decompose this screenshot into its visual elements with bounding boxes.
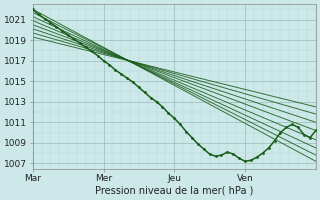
Point (66, 33, 71, 37)
Point (154, 100, 159, 103)
Point (296, 126, 301, 129)
Point (119, 72, 124, 76)
Point (308, 136, 313, 139)
Point (160, 105, 165, 108)
Point (48, 21, 53, 24)
Point (213, 155, 218, 158)
Point (290, 123, 295, 126)
Point (236, 157, 242, 160)
Point (225, 150, 230, 154)
Point (284, 126, 289, 129)
Point (166, 111, 171, 115)
Point (207, 153, 212, 156)
Point (54, 25, 59, 28)
X-axis label: Pression niveau de la mer( hPa ): Pression niveau de la mer( hPa ) (95, 186, 253, 196)
Point (42, 17, 47, 20)
Point (243, 160, 248, 163)
Point (124, 77, 130, 80)
Point (201, 147, 206, 151)
Point (272, 139, 277, 142)
Point (71, 37, 76, 41)
Point (89, 50, 94, 53)
Point (178, 123, 183, 126)
Point (189, 136, 195, 139)
Point (101, 59, 106, 62)
Point (183, 130, 188, 133)
Point (60, 29, 65, 32)
Point (260, 151, 265, 155)
Point (113, 68, 118, 71)
Point (148, 96, 153, 99)
Point (254, 156, 260, 159)
Point (172, 117, 177, 120)
Point (95, 54, 100, 57)
Point (248, 159, 253, 162)
Point (107, 63, 112, 66)
Point (30, 8, 35, 11)
Point (219, 154, 224, 157)
Point (266, 146, 271, 150)
Point (131, 81, 136, 84)
Point (77, 42, 83, 45)
Point (313, 129, 318, 132)
Point (36, 13, 41, 16)
Point (83, 46, 88, 49)
Point (195, 142, 200, 145)
Point (278, 131, 283, 134)
Point (142, 91, 147, 94)
Point (136, 86, 141, 89)
Point (301, 133, 307, 136)
Point (231, 153, 236, 156)
